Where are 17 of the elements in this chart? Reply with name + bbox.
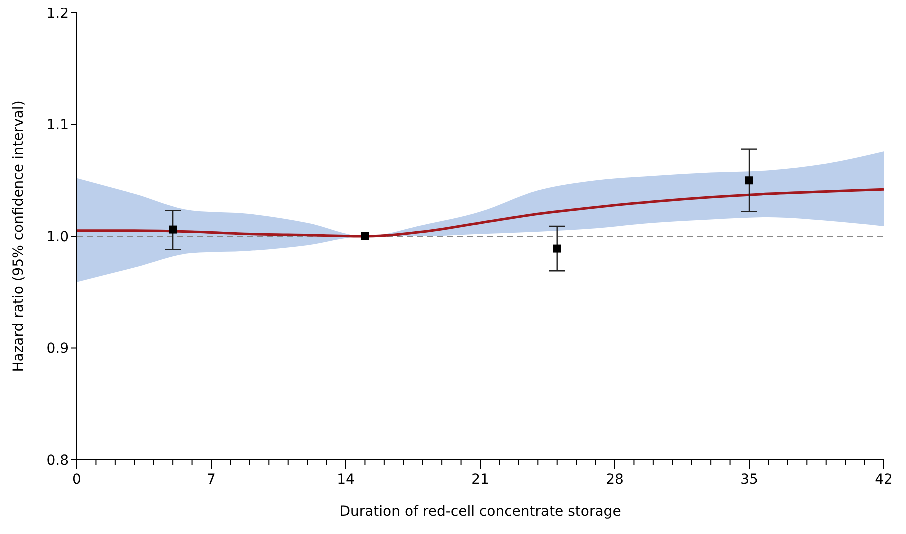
x-tick-label: 42 <box>875 472 893 488</box>
y-axis-title: Hazard ratio (95% confidence interval) <box>10 100 27 372</box>
point <box>361 232 370 240</box>
x-tick-label: 28 <box>606 472 624 488</box>
x-axis-title: Duration of red-cell concentrate storage <box>340 504 622 520</box>
x-tick-label: 14 <box>337 472 355 488</box>
y-tick-label: 0.8 <box>46 452 69 469</box>
x-tick-label: 0 <box>72 472 82 488</box>
x-tick-label: 21 <box>472 472 490 488</box>
x-tick-label: 35 <box>740 472 758 488</box>
point <box>169 226 178 234</box>
y-tick-label: 1.0 <box>46 229 69 246</box>
y-tick-label: 1.1 <box>46 118 69 134</box>
point <box>553 244 562 253</box>
y-tick-label: 0.9 <box>46 341 69 358</box>
x-tick-label: 7 <box>207 472 216 488</box>
point <box>746 176 754 185</box>
